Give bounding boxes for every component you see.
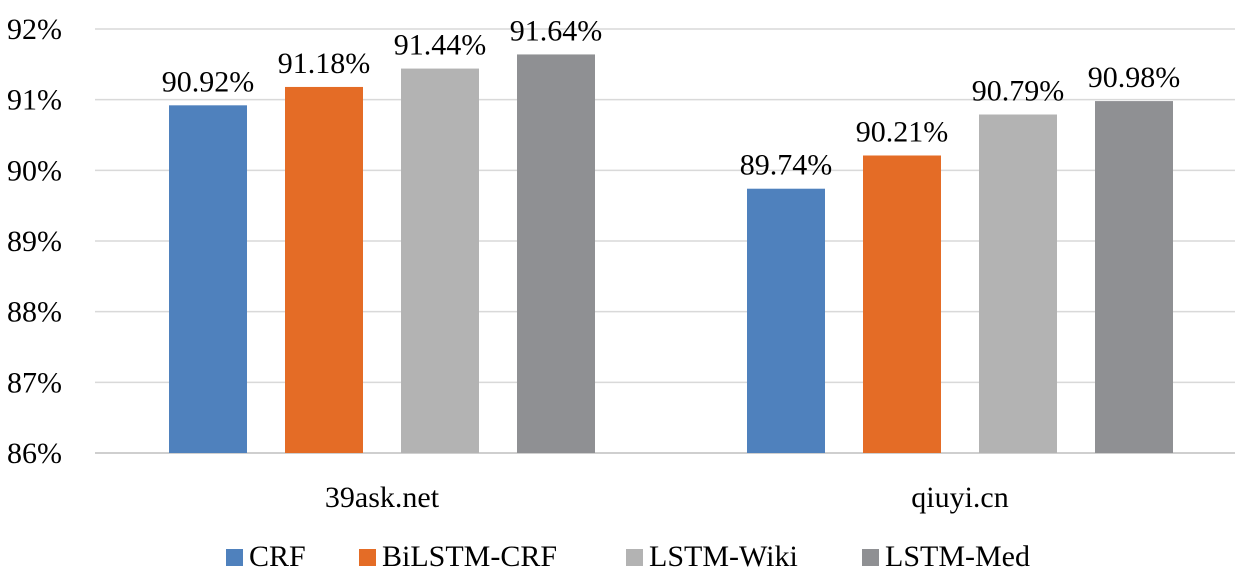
bar-bilstm-crf-39ask-net — [285, 86, 363, 454]
data-label: 91.64% — [510, 14, 603, 47]
legend-swatch — [626, 549, 643, 566]
legend-label: LSTM-Wiki — [649, 540, 798, 573]
y-tick-label: 89% — [7, 225, 62, 258]
legend-label: LSTM-Med — [885, 540, 1030, 573]
y-axis-ticks: 86% 87% 88% 89% 90% 91% 92% — [7, 13, 62, 470]
bar-crf-39ask-net — [169, 105, 247, 453]
y-tick-label: 86% — [7, 437, 62, 470]
bar-lstm-wiki-qiuyi-cn — [979, 114, 1057, 454]
y-tick-label: 91% — [7, 84, 62, 117]
data-label: 90.98% — [1088, 61, 1181, 94]
bar-crf-qiuyi-cn — [747, 188, 825, 453]
y-tick-label: 88% — [7, 296, 62, 329]
data-labels: 90.92% 91.18% 91.44% 91.64% 89.74% 90.21% 90.7… — [162, 14, 1181, 181]
bar-lstm-wiki-39ask-net — [401, 68, 479, 453]
bars — [169, 54, 1173, 454]
legend-swatch — [862, 549, 879, 566]
data-label: 90.92% — [162, 65, 255, 98]
data-label: 91.18% — [278, 47, 371, 80]
legend-label: CRF — [249, 540, 306, 573]
legend-swatch — [359, 549, 376, 566]
category-label: 39ask.net — [325, 481, 440, 514]
legend-label: BiLSTM-CRF — [382, 540, 557, 573]
category-label: qiuyi.cn — [911, 481, 1009, 514]
bar-bilstm-crf-qiuyi-cn — [863, 155, 941, 453]
y-tick-label: 92% — [7, 13, 62, 46]
bar-lstm-med-qiuyi-cn — [1095, 101, 1173, 453]
bar-lstm-med-39ask-net — [517, 54, 595, 453]
y-tick-label: 87% — [7, 366, 62, 399]
y-tick-label: 90% — [7, 154, 62, 187]
data-label: 90.21% — [856, 115, 949, 148]
data-label: 90.79% — [972, 75, 1065, 108]
x-axis-categories: 39ask.net qiuyi.cn — [325, 481, 1009, 514]
data-label: 91.44% — [394, 29, 487, 62]
legend-swatch — [226, 549, 243, 566]
data-label: 89.74% — [740, 149, 833, 182]
legend: CRF BiLSTM-CRF LSTM-Wiki LSTM-Med — [226, 540, 1030, 573]
